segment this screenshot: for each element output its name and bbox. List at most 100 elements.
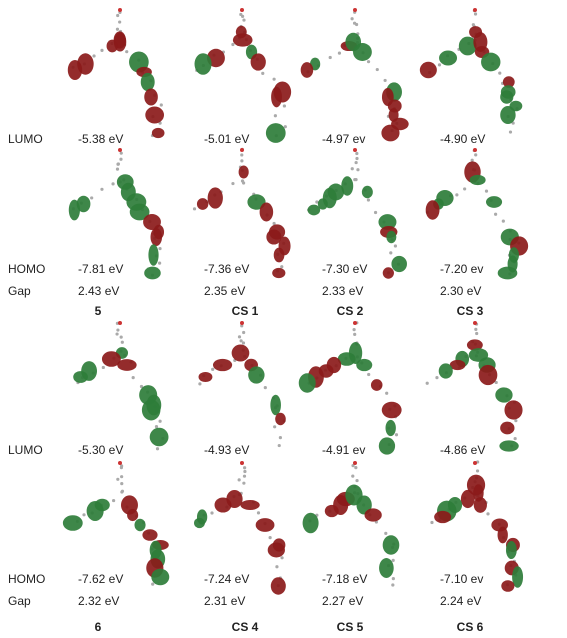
atom <box>391 583 394 586</box>
atom <box>118 461 122 465</box>
lobe <box>382 402 402 419</box>
atom <box>355 157 358 160</box>
homo-energy: -7.18 eV <box>322 572 367 586</box>
lobe <box>426 200 440 219</box>
lobe <box>274 248 285 263</box>
orbital-picture <box>63 461 169 586</box>
lobe <box>134 519 145 531</box>
atom <box>240 148 244 152</box>
lobe <box>500 106 515 124</box>
atom <box>240 461 244 465</box>
atom <box>125 50 128 53</box>
gap-energy: 2.30 eV <box>440 284 481 298</box>
lobe <box>213 359 232 371</box>
atom <box>435 376 438 379</box>
atom <box>116 14 119 17</box>
row-label: LUMO <box>8 132 43 146</box>
atom <box>160 103 163 106</box>
atom <box>231 43 234 46</box>
atom <box>158 247 161 250</box>
lobe <box>299 373 316 392</box>
lobe <box>69 200 80 221</box>
atom <box>257 511 260 514</box>
lobe <box>150 428 169 447</box>
atom <box>118 321 122 325</box>
lobe <box>148 244 158 266</box>
orbital-picture <box>69 148 164 279</box>
orbital-picture <box>420 8 522 134</box>
lobe <box>379 558 394 578</box>
atom <box>354 466 357 469</box>
gap-energy: 2.27 eV <box>322 594 363 608</box>
lobe <box>63 515 83 531</box>
atom <box>242 18 245 21</box>
atom <box>269 536 272 539</box>
lobe <box>114 33 126 52</box>
lobe <box>325 505 339 517</box>
lumo-energy: -5.01 eV <box>204 132 249 146</box>
atom <box>120 490 123 493</box>
lobe <box>439 50 457 65</box>
orbital-picture <box>195 8 292 143</box>
gap-energy: 2.32 eV <box>78 594 119 608</box>
atom <box>474 328 477 331</box>
gap-energy: 2.33 eV <box>322 284 363 298</box>
atom <box>455 193 458 196</box>
lobe <box>240 500 259 510</box>
atom <box>353 321 357 325</box>
atom <box>116 168 119 171</box>
lobe <box>73 371 88 383</box>
atom <box>120 466 123 469</box>
atom <box>118 8 122 12</box>
atom <box>494 213 497 216</box>
lobe <box>301 62 314 78</box>
lumo-energy: -4.91 ev <box>322 443 365 457</box>
atom <box>351 475 354 478</box>
orbital-picture <box>426 321 523 452</box>
lobe <box>248 366 264 383</box>
compound-name: CS 5 <box>337 620 364 634</box>
atom <box>156 447 159 450</box>
atom <box>242 341 245 344</box>
atom <box>353 8 357 12</box>
row-label: HOMO <box>8 572 45 586</box>
lobe <box>461 490 475 508</box>
atom <box>514 437 517 440</box>
atom <box>243 466 246 469</box>
lobe <box>144 88 158 105</box>
compound-name: 5 <box>95 304 102 318</box>
lumo-energy: -4.93 eV <box>204 443 249 457</box>
atom <box>389 251 392 254</box>
compound-name: CS 1 <box>232 304 259 318</box>
atom <box>367 60 370 63</box>
lobe <box>145 106 164 123</box>
lobe <box>271 87 282 108</box>
atom <box>159 420 162 423</box>
lobe <box>151 569 169 586</box>
homo-energy: -7.24 eV <box>204 572 249 586</box>
atom <box>132 376 135 379</box>
homo-energy: -7.62 eV <box>78 572 123 586</box>
atom <box>120 336 123 339</box>
atom <box>273 78 276 81</box>
atom <box>438 63 441 66</box>
atom <box>100 49 103 52</box>
atom <box>384 79 387 82</box>
atom <box>284 125 287 128</box>
atom <box>355 23 358 26</box>
atom <box>242 482 245 485</box>
atom <box>116 28 119 31</box>
lobe <box>260 203 274 222</box>
atom <box>193 207 196 210</box>
atom <box>502 220 505 223</box>
atom <box>351 17 354 20</box>
lobe <box>117 359 136 371</box>
atom <box>280 556 283 559</box>
lobe <box>256 518 275 532</box>
atom <box>351 167 354 170</box>
atom <box>116 478 119 481</box>
row-label: HOMO <box>8 262 45 276</box>
atom <box>119 158 122 161</box>
gap-energy: 2.43 eV <box>78 284 119 298</box>
atom <box>120 152 123 155</box>
